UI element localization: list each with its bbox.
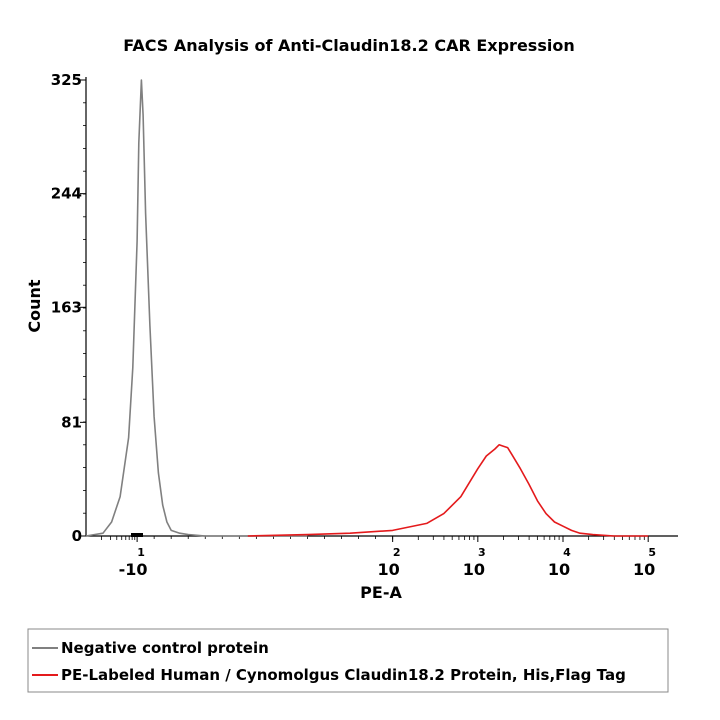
series-lines (85, 79, 649, 537)
y-tick-label: 81 (61, 413, 82, 431)
x-tick-exponent: 5 (648, 546, 656, 559)
y-axis-label: Count (25, 279, 44, 333)
y-ticks: 325 244 163 81 0 (51, 71, 86, 545)
y-tick-label: 244 (51, 185, 82, 203)
x-tick-exponent: 1 (137, 546, 145, 559)
x-tick-exponent: 3 (478, 546, 486, 559)
legend-label: Negative control protein (61, 639, 269, 657)
legend-label: PE-Labeled Human / Cynomolgus Claudin18.… (61, 666, 626, 684)
x-tick-base: 10 (463, 560, 485, 579)
x-tick-base: 10 (378, 560, 400, 579)
y-tick-label: 0 (72, 527, 82, 545)
series-line-1 (85, 79, 308, 537)
chart-title: FACS Analysis of Anti-Claudin18.2 CAR Ex… (123, 36, 574, 55)
x-tick-exponent: 4 (563, 546, 571, 559)
y-tick-label: 163 (51, 298, 82, 316)
series-line-2 (247, 443, 649, 537)
x-tick-base: 10 (548, 560, 570, 579)
legend-box (27, 628, 669, 693)
x-tick-base: 10 (633, 560, 655, 579)
x-tick-exponent: 2 (393, 546, 401, 559)
legend: Negative control protein PE-Labeled Human… (27, 628, 669, 693)
x-axis-label: PE-A (360, 583, 402, 602)
x-tick-base: -10 (119, 560, 148, 579)
y-tick-label: 325 (51, 71, 82, 89)
x-origin-marker (131, 533, 143, 537)
